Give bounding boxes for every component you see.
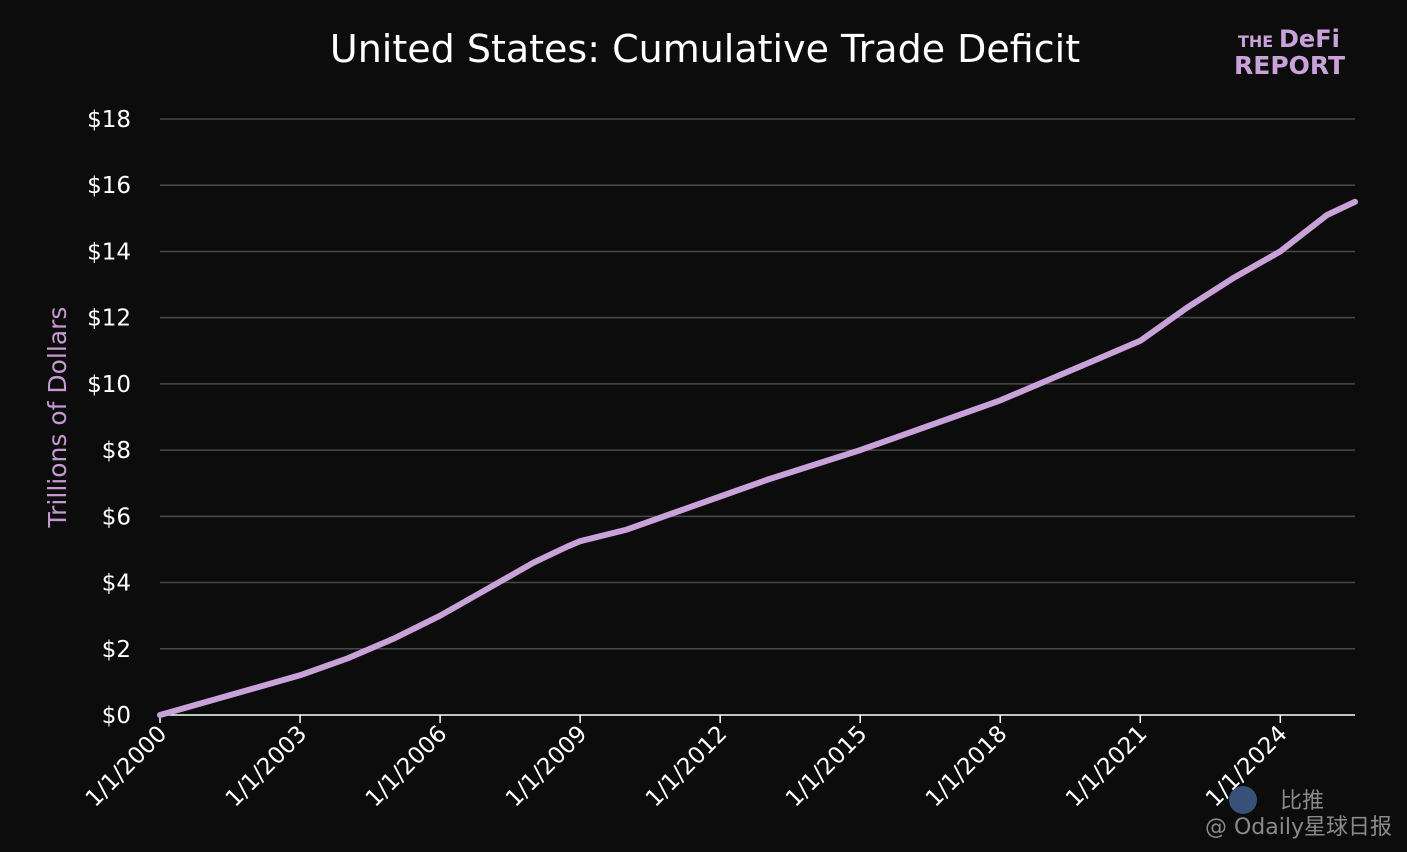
series-layer [157, 198, 1358, 718]
y-tick-label: $18 [87, 107, 131, 133]
logo-defi: DeFi [1279, 25, 1340, 53]
watermark-bitui: 比推 [1280, 789, 1324, 814]
logo-report: REPORT [1234, 51, 1345, 80]
y-tick-label: $2 [102, 637, 131, 663]
logo-the: THE [1238, 32, 1273, 51]
y-tick-label: $8 [102, 438, 131, 464]
y-tick-label: $10 [87, 372, 131, 398]
watermark-odaily: @ Odaily星球日报 [1205, 815, 1392, 840]
gridlines [160, 118, 1355, 650]
series-line [157, 198, 1358, 718]
x-tick-label: 1/1/2003 [221, 721, 312, 812]
y-tick-label: $16 [87, 173, 131, 199]
y-tick-label: $14 [87, 239, 131, 265]
x-tick-label: 1/1/2000 [81, 721, 172, 812]
y-axis-ticks: $0 $2 $4 $6 $8 $10 $12 $14 $16 $18 [87, 107, 131, 729]
y-tick-label: $6 [102, 504, 131, 530]
bird-icon [1229, 786, 1257, 814]
x-tick-label: 1/1/2021 [1061, 721, 1152, 812]
x-tick-label: 1/1/2006 [361, 721, 452, 812]
x-tick-label: 1/1/2009 [501, 721, 592, 812]
y-tick-label: $12 [87, 306, 131, 332]
x-tick-label: 1/1/2015 [781, 721, 872, 812]
y-tick-label: $4 [102, 571, 131, 597]
chart-title: United States: Cumulative Trade Deficit [330, 27, 1080, 71]
x-axis-ticks: 1/1/2000 1/1/2003 1/1/2006 1/1/2009 1/1/2012… [81, 715, 1293, 812]
x-tick-label: 1/1/2012 [641, 721, 732, 812]
defi-report-logo: THE DeFi REPORT [1234, 25, 1345, 80]
x-tick-label: 1/1/2018 [921, 721, 1012, 812]
y-axis-label: Trillions of Dollars [43, 307, 72, 529]
watermark: 比推 @ Odaily星球日报 [1205, 786, 1392, 840]
y-tick-label: $0 [102, 703, 131, 729]
